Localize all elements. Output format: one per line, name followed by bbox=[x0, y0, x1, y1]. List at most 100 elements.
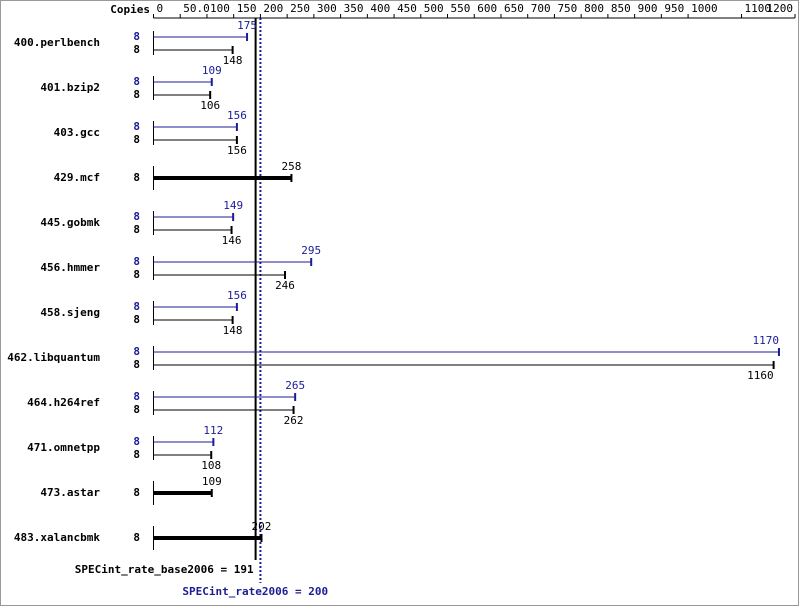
bar bbox=[153, 216, 234, 218]
x-tick-label: 100 bbox=[210, 2, 230, 15]
x-tick-label: 150 bbox=[237, 2, 257, 15]
bar bbox=[153, 139, 237, 141]
benchmark-label: 464.h264ref bbox=[27, 396, 100, 409]
x-tick-label: 850 bbox=[611, 2, 631, 15]
copies-label: 8 bbox=[133, 403, 140, 416]
value-label: 112 bbox=[203, 424, 223, 437]
copies-label: 8 bbox=[133, 75, 140, 88]
benchmark-label: 462.libquantum bbox=[7, 351, 100, 364]
x-tick-label: 50.0 bbox=[183, 2, 210, 15]
x-tick-label: 750 bbox=[557, 2, 577, 15]
bar bbox=[153, 274, 286, 276]
copies-label: 8 bbox=[133, 30, 140, 43]
benchmark-label: 471.omnetpp bbox=[27, 441, 100, 454]
value-label: 202 bbox=[252, 520, 272, 533]
benchmark-label: 473.astar bbox=[40, 486, 100, 499]
bar bbox=[153, 126, 237, 128]
x-tick-label: 250 bbox=[290, 2, 310, 15]
value-label: 106 bbox=[200, 99, 220, 112]
value-label: 258 bbox=[281, 160, 301, 173]
x-tick-label: 400 bbox=[370, 2, 390, 15]
copies-label: 8 bbox=[133, 120, 140, 133]
x-tick-label: 1100 bbox=[745, 2, 772, 15]
benchmark-label: 483.xalancbmk bbox=[14, 531, 100, 544]
x-tick-label: 0 bbox=[157, 2, 164, 15]
bar bbox=[153, 81, 212, 83]
bar bbox=[153, 351, 779, 353]
benchmark-label: 400.perlbench bbox=[14, 36, 100, 49]
x-tick-label: 450 bbox=[397, 2, 417, 15]
bar bbox=[153, 36, 248, 38]
benchmark-label: 401.bzip2 bbox=[40, 81, 100, 94]
value-label: 156 bbox=[227, 144, 247, 157]
value-label: 148 bbox=[223, 54, 243, 67]
x-tick-label: 350 bbox=[344, 2, 364, 15]
bar bbox=[153, 396, 296, 398]
copies-label: 8 bbox=[133, 43, 140, 56]
value-label: 148 bbox=[223, 324, 243, 337]
copies-label: 8 bbox=[133, 435, 140, 448]
copies-label: 8 bbox=[133, 300, 140, 313]
value-label: 1170 bbox=[752, 334, 779, 347]
value-label: 175 bbox=[237, 19, 257, 32]
bar bbox=[153, 176, 292, 180]
value-label: 156 bbox=[227, 109, 247, 122]
value-label: 149 bbox=[223, 199, 243, 212]
value-label: 246 bbox=[275, 279, 295, 292]
copies-label: 8 bbox=[133, 390, 140, 403]
value-label: 262 bbox=[284, 414, 304, 427]
copies-label: 8 bbox=[133, 358, 140, 371]
benchmark-label: 456.hmmer bbox=[40, 261, 100, 274]
bar bbox=[153, 441, 214, 443]
bar bbox=[153, 229, 232, 231]
x-tick-label: 950 bbox=[664, 2, 684, 15]
x-tick-label: 800 bbox=[584, 2, 604, 15]
copies-label: 8 bbox=[133, 88, 140, 101]
value-label: 1160 bbox=[747, 369, 774, 382]
x-tick-label: 1200 bbox=[767, 2, 794, 15]
bar bbox=[153, 319, 233, 321]
bar bbox=[153, 454, 212, 456]
benchmark-label: 458.sjeng bbox=[40, 306, 100, 319]
copies-label: 8 bbox=[133, 486, 140, 499]
x-tick-label: 1000 bbox=[691, 2, 718, 15]
x-tick-label: 550 bbox=[451, 2, 471, 15]
reference-label: SPECint_rate_base2006 = 191 bbox=[75, 563, 254, 576]
value-label: 295 bbox=[301, 244, 321, 257]
bar bbox=[153, 261, 312, 263]
value-label: 265 bbox=[285, 379, 305, 392]
copies-label: 8 bbox=[133, 313, 140, 326]
bar bbox=[153, 94, 211, 96]
copies-label: 8 bbox=[133, 255, 140, 268]
bar bbox=[153, 491, 212, 495]
x-tick-label: 500 bbox=[424, 2, 444, 15]
copies-label: 8 bbox=[133, 133, 140, 146]
bar bbox=[153, 49, 233, 51]
axis-label: Copies bbox=[110, 3, 150, 16]
x-tick-label: 200 bbox=[263, 2, 283, 15]
value-label: 108 bbox=[201, 459, 221, 472]
x-tick-label: 600 bbox=[477, 2, 497, 15]
bar bbox=[153, 536, 262, 540]
copies-label: 8 bbox=[133, 171, 140, 184]
x-tick-label: 650 bbox=[504, 2, 524, 15]
copies-label: 8 bbox=[133, 268, 140, 281]
x-tick-label: 900 bbox=[638, 2, 658, 15]
value-label: 146 bbox=[222, 234, 242, 247]
copies-label: 8 bbox=[133, 223, 140, 236]
bar bbox=[153, 409, 294, 411]
value-label: 109 bbox=[202, 475, 222, 488]
copies-label: 8 bbox=[133, 448, 140, 461]
benchmark-label: 403.gcc bbox=[54, 126, 100, 139]
bar bbox=[153, 364, 774, 366]
x-tick-label: 300 bbox=[317, 2, 337, 15]
x-tick-label: 700 bbox=[531, 2, 551, 15]
bar bbox=[153, 306, 237, 308]
benchmark-label: 429.mcf bbox=[54, 171, 100, 184]
copies-label: 8 bbox=[133, 345, 140, 358]
value-label: 109 bbox=[202, 64, 222, 77]
value-label: 156 bbox=[227, 289, 247, 302]
